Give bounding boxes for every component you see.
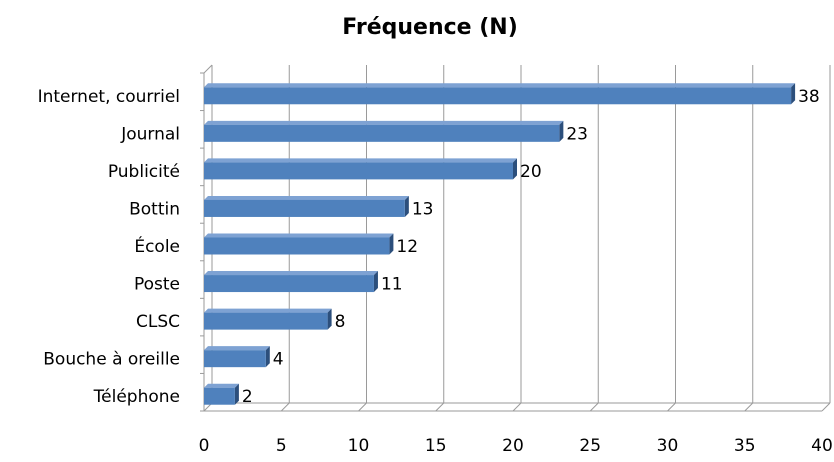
bars-layer xyxy=(204,83,796,405)
category-label: Téléphone xyxy=(93,387,180,407)
data-label: 13 xyxy=(412,199,434,219)
bar-top xyxy=(204,271,378,276)
bar-side xyxy=(234,383,239,405)
category-label: Journal xyxy=(120,124,180,144)
data-label: 38 xyxy=(798,87,820,107)
bar xyxy=(204,199,405,217)
category-label: École xyxy=(134,235,180,257)
floor-tick-line xyxy=(280,402,290,412)
data-label: 4 xyxy=(273,350,284,370)
bar-top xyxy=(204,308,332,313)
floor-tick-line xyxy=(744,402,754,412)
x-tick-label: 0 xyxy=(199,436,210,456)
bar xyxy=(204,387,235,405)
category-label: Bouche à oreille xyxy=(43,350,180,370)
bar-side xyxy=(559,120,564,142)
bar-side xyxy=(513,158,517,180)
floor-tick-line xyxy=(667,402,676,412)
bar-side xyxy=(373,271,378,293)
floor-tick-line xyxy=(435,402,445,412)
bar-side xyxy=(327,308,332,330)
bar xyxy=(204,124,560,142)
bar-side xyxy=(791,83,796,105)
labels-layer: 0 5 10 15 20 25 30 35 40 Internet, courriel 38 Jour… xyxy=(38,87,833,456)
data-label: 23 xyxy=(566,124,588,144)
bar xyxy=(204,350,266,368)
bar-top xyxy=(204,120,564,125)
category-label: Publicité xyxy=(108,162,180,182)
floor-tick-line xyxy=(589,402,599,412)
data-label: 11 xyxy=(381,275,403,295)
bar-top xyxy=(204,83,796,88)
bar xyxy=(204,312,328,330)
x-tick-label: 25 xyxy=(579,436,601,456)
category-label: Internet, courriel xyxy=(38,87,180,107)
bar-top xyxy=(204,195,409,200)
data-label: 8 xyxy=(335,312,346,332)
bar-top xyxy=(204,158,517,163)
x-tick-label: 5 xyxy=(276,436,287,456)
category-label: Bottin xyxy=(129,199,180,219)
bar-side xyxy=(265,346,270,368)
bar xyxy=(204,237,390,255)
chart-title: Fréquence (N) xyxy=(342,15,518,40)
bar-top xyxy=(204,383,239,388)
bar-top xyxy=(204,346,270,351)
bar-side xyxy=(404,195,409,217)
x-tick-label: 20 xyxy=(502,436,524,456)
bar-side xyxy=(389,233,394,255)
x-tick-label: 30 xyxy=(657,436,679,456)
category-label: CLSC xyxy=(136,312,180,332)
floor-tick-line xyxy=(358,402,367,412)
data-label: 2 xyxy=(242,387,253,407)
x-tick-label: 35 xyxy=(734,436,756,456)
x-tick-label: 15 xyxy=(425,436,447,456)
data-label: 20 xyxy=(520,162,542,182)
category-label: Poste xyxy=(134,275,180,295)
bar xyxy=(204,275,374,293)
x-tick-label: 10 xyxy=(348,436,370,456)
left-wall-top xyxy=(203,64,213,74)
floor-tick-line xyxy=(512,402,522,412)
data-label: 12 xyxy=(396,237,418,257)
bar xyxy=(204,162,513,180)
bar xyxy=(204,87,792,105)
bar-top xyxy=(204,233,394,238)
floor-tick-line xyxy=(821,402,831,412)
x-tick-label: 40 xyxy=(811,436,833,456)
